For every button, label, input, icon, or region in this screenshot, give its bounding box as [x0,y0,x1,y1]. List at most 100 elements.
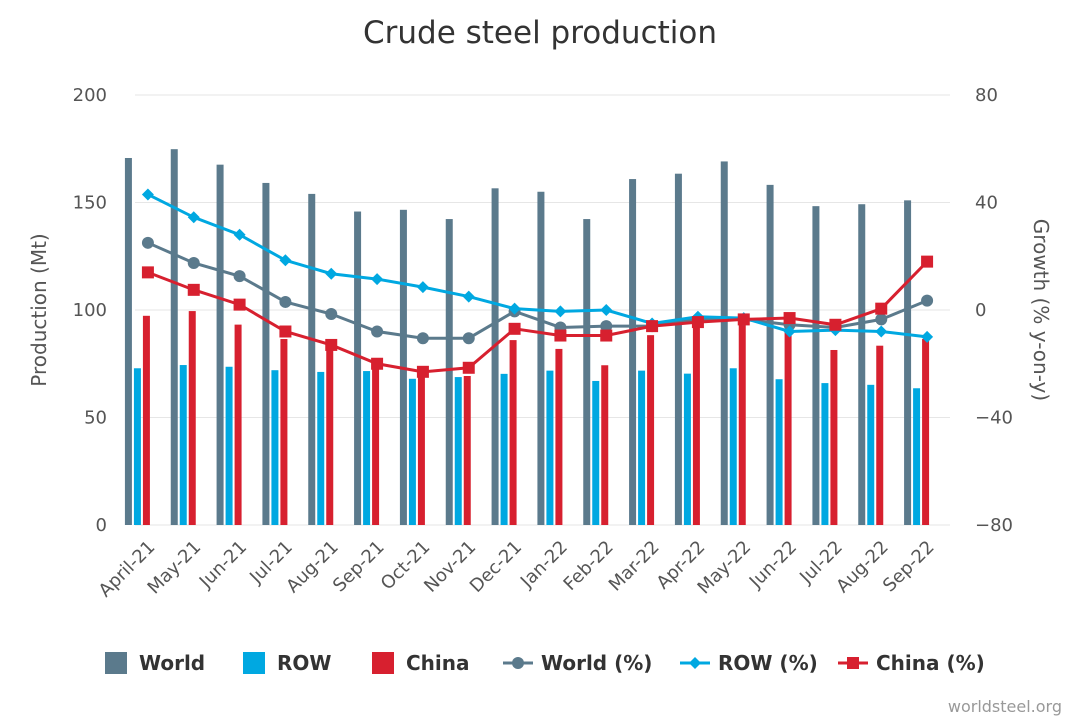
bar-world [445,219,453,525]
bar-world [812,206,820,525]
point-row-pct [462,290,475,303]
legend-label: World [139,651,205,675]
point-china-pct [233,298,246,311]
legend-item-china[interactable]: China [372,651,470,675]
bar-world [858,204,866,525]
legend-label: ROW (%) [718,651,818,675]
bar-row [271,370,279,525]
bar-row [500,373,508,525]
point-row-pct [554,305,567,318]
x-tick-label: Sep-21 [329,537,389,597]
point-china-pct [921,255,934,268]
bar-row [638,370,646,525]
legend-item-world[interactable]: World [105,651,205,675]
bar-row [317,371,325,525]
bar-row [179,365,187,525]
bar-row [913,388,921,525]
bar-china [417,371,425,525]
bar-world [170,149,178,525]
bar-world [216,164,224,525]
legend-marker [512,657,524,669]
legend-swatch [372,652,394,674]
bar-world [766,184,774,525]
x-tick-label: Aug-21 [282,537,342,597]
bar-world [674,173,682,525]
chart-title: Crude steel production [363,15,717,51]
point-china-pct [783,312,796,325]
line-row-pct [147,193,928,339]
legend-item-row-pct[interactable]: ROW (%) [680,651,818,675]
left-tick-label: 100 [73,300,107,321]
right-axis-title: Growth (% y-on-y) [1029,219,1053,401]
bar-row [683,373,691,525]
legend-item-row[interactable]: ROW [243,651,331,675]
legend-swatch [243,652,265,674]
point-china-pct [600,329,613,342]
left-tick-label: 50 [84,408,107,429]
left-tick-label: 150 [73,193,107,214]
legend-item-world-pct[interactable]: World (%) [503,651,652,675]
bar-row [363,371,371,525]
legend-item-china-pct[interactable]: China (%) [838,651,985,675]
legend-marker [847,657,859,669]
bar-china [922,339,930,525]
point-row-pct [875,325,888,338]
bar-world [308,193,316,525]
line-world-pct [147,241,928,340]
point-china-pct [737,313,750,326]
point-row-pct [600,304,613,316]
legend-label: China (%) [876,651,985,675]
point-row-pct [325,267,338,280]
point-world-pct [462,332,475,345]
point-row-pct [371,273,384,286]
point-row-pct [416,281,429,294]
bar-china [142,315,150,525]
x-tick-label: Aug-22 [832,537,892,597]
credit-text[interactable]: worldsteel.org [948,697,1062,716]
legend-label: World (%) [541,651,652,675]
bar-world [629,179,637,525]
point-row-pct [141,188,154,201]
bar-china [738,317,746,525]
point-china-pct [646,320,659,333]
right-tick-label: 0 [975,300,986,321]
right-tick-label: 80 [975,85,998,106]
point-row-pct [921,330,934,343]
point-china-pct [279,325,292,338]
left-axis-title: Production (Mt) [27,233,51,386]
line-china-pct [147,260,929,374]
x-tick-label: Jun-22 [745,537,801,593]
point-world-pct [279,295,292,308]
point-china-pct [187,283,200,296]
point-world-pct [187,256,200,269]
legend-label: ROW [277,651,331,675]
bar-world [491,188,499,525]
bar-china [601,365,609,525]
x-tick-label: Sep-22 [879,537,939,597]
legend-label: China [406,651,470,675]
point-world-pct [600,320,613,333]
right-tick-label: −80 [975,515,1013,536]
bar-china [234,324,242,525]
bar-world [583,219,591,525]
bar-china [188,311,196,525]
point-world-pct [875,313,888,326]
bar-world [904,200,912,525]
bar-china [784,329,792,525]
x-tick-label: Jun-21 [195,537,251,593]
bar-china [555,348,563,525]
legend-swatch [105,652,127,674]
point-world-pct [325,308,338,321]
left-tick-label: 0 [96,515,107,536]
left-tick-label: 200 [73,85,107,106]
point-row-pct [783,325,796,338]
right-tick-label: −40 [975,408,1013,429]
bar-china [280,339,288,525]
x-tick-label: Mar-22 [605,537,664,596]
point-world-pct [921,294,934,307]
bar-china [647,335,655,525]
bar-row [454,377,462,525]
bar-row [821,383,829,525]
